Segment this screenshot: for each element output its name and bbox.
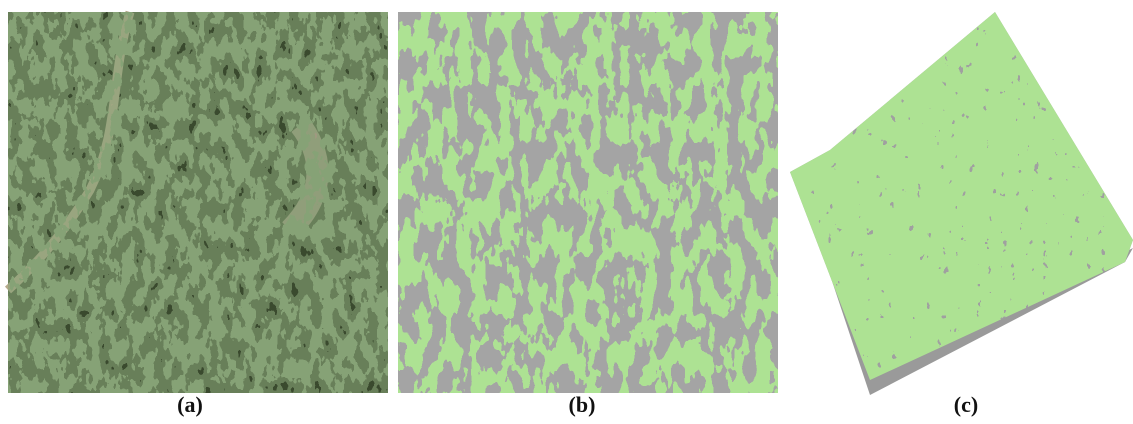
- canopy-texture: [8, 12, 388, 393]
- canopy-mask: [398, 12, 778, 393]
- surface-model: [780, 10, 1133, 400]
- segmentation-image: [398, 12, 778, 393]
- panel-label: (c): [954, 392, 978, 417]
- aerial-image: [8, 12, 388, 393]
- panel-label: (a): [177, 392, 203, 417]
- panel-label: (b): [569, 392, 596, 417]
- figure: (a) (b) (c): [0, 0, 1133, 424]
- page: (a) (b) (c) (() => { const data = JSON.p…: [0, 0, 1133, 424]
